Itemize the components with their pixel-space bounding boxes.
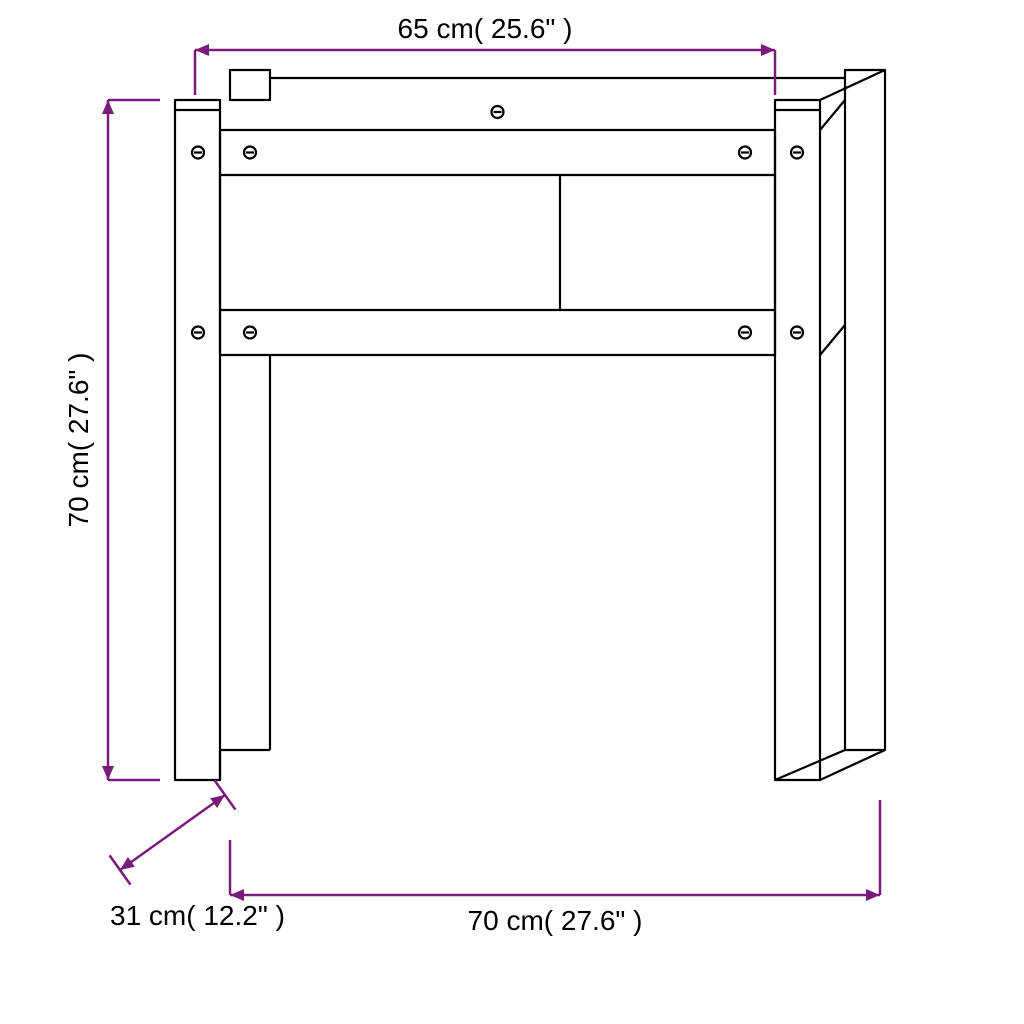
dim-depth-label: 31 cm( 12.2" ) [110, 900, 285, 931]
dim-bottom-label: 70 cm( 27.6" ) [468, 905, 643, 936]
dim-top-label: 65 cm( 25.6" ) [398, 13, 573, 44]
dim-left-label: 70 cm( 27.6" ) [63, 353, 94, 528]
